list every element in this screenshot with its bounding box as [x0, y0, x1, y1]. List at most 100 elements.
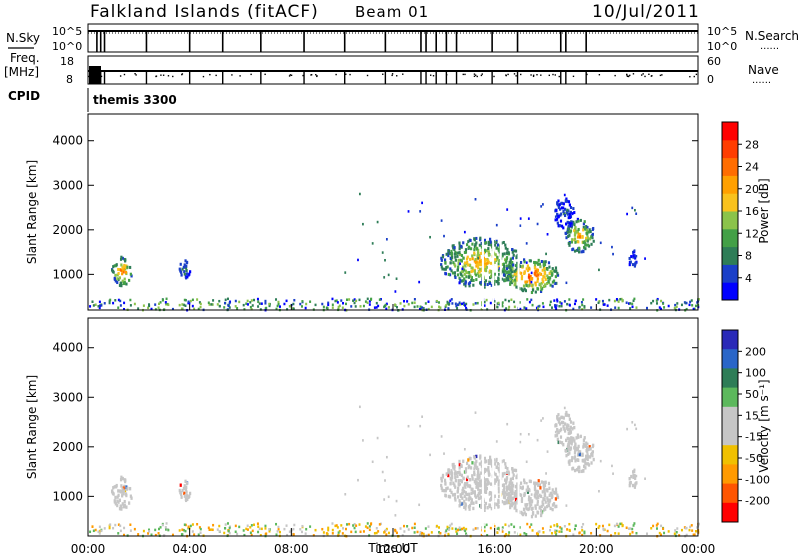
- velocity-cell: [441, 488, 444, 493]
- power-cell: [234, 305, 237, 308]
- power-cell: [552, 279, 556, 283]
- power-cell: [484, 279, 488, 283]
- velocity-cell: [584, 462, 588, 466]
- velocity-cell: [522, 478, 526, 482]
- power-cell: [590, 235, 593, 239]
- velocity-cell: [645, 532, 648, 535]
- power-cell: [354, 305, 357, 308]
- power-cell: [629, 307, 632, 310]
- nave-point: [382, 73, 384, 75]
- velocity-cell: [527, 497, 531, 502]
- power-cell: [465, 257, 469, 261]
- velocity-cell: [614, 532, 617, 535]
- velocity-cell: [602, 528, 605, 532]
- velocity-cell: [514, 492, 518, 496]
- velocity-cell: [125, 485, 128, 489]
- velocity-cell: [528, 525, 531, 529]
- velocity-cell: [440, 483, 443, 488]
- power-cell: [223, 301, 226, 305]
- velocity-cell: [577, 465, 581, 470]
- power-cell: [455, 304, 458, 308]
- power-cell: [150, 307, 153, 311]
- power-cell: [513, 305, 516, 309]
- power-cell: [458, 244, 461, 248]
- power-cell: [184, 304, 187, 307]
- velocity-cell: [513, 491, 516, 496]
- velocity-cell: [150, 533, 153, 537]
- velocity-cell: [583, 531, 586, 535]
- velocity-cell: [373, 532, 376, 535]
- velocity-cell: [285, 524, 288, 527]
- power-cell: [526, 269, 530, 273]
- velocity-cell: [590, 531, 593, 535]
- velocity-cell: [451, 463, 454, 467]
- power-cell: [157, 302, 160, 306]
- power-cell: [584, 227, 587, 231]
- velocity-cell: [92, 529, 95, 533]
- power-cell: [580, 250, 583, 254]
- velocity-cell: [530, 514, 534, 519]
- power-cell: [660, 299, 663, 303]
- power-cell: [385, 302, 388, 306]
- velocity-cell: [112, 526, 115, 530]
- power-cell: [288, 305, 291, 308]
- velocity-colorbar-swatch: [722, 349, 738, 369]
- velocity-cell: [468, 507, 471, 511]
- power-cell: [123, 307, 126, 311]
- power-cell: [494, 253, 497, 257]
- nave-point: [480, 74, 483, 77]
- power-cell: [464, 304, 467, 307]
- velocity-cell: [495, 502, 498, 507]
- velocity-cell: [123, 499, 126, 504]
- power-cell: [562, 210, 565, 214]
- velocity-cell: [476, 493, 480, 498]
- power-cell: [474, 197, 477, 201]
- power-cell: [554, 215, 557, 218]
- time-xtick-label: 04:00: [172, 542, 207, 554]
- power-cell: [538, 304, 541, 308]
- power-cell: [183, 263, 186, 267]
- power-cell: [516, 275, 519, 279]
- power-cell: [629, 260, 632, 264]
- power-cell: [207, 301, 210, 304]
- velocity-cell: [276, 530, 279, 533]
- nave-point: [290, 74, 293, 76]
- power-cell: [501, 254, 504, 258]
- power-cell: [368, 303, 371, 306]
- power-cell: [535, 274, 538, 278]
- power-cell: [511, 267, 514, 271]
- freq-label: Freq.: [10, 51, 40, 65]
- velocity-cell: [483, 529, 486, 533]
- velocity-cell: [157, 527, 160, 531]
- power-cell: [689, 300, 692, 304]
- velocity-cell: [506, 499, 509, 503]
- velocity-cell: [113, 485, 116, 489]
- power-cell: [421, 201, 424, 205]
- power-cell: [574, 299, 577, 303]
- velocity-cell: [585, 445, 589, 450]
- velocity-cell: [628, 477, 631, 481]
- power-cell: [546, 274, 549, 278]
- velocity-cell: [478, 492, 481, 496]
- velocity-cell: [159, 526, 162, 529]
- velocity-cell: [471, 477, 474, 481]
- velocity-cell: [493, 524, 496, 528]
- power-cell: [560, 212, 563, 216]
- power-cell: [443, 234, 445, 238]
- velocity-cell: [595, 522, 598, 526]
- velocity-cell: [189, 491, 192, 496]
- velocity-cell: [470, 501, 473, 505]
- velocity-cell: [475, 459, 478, 464]
- power-cell: [183, 298, 186, 302]
- power-cell: [530, 280, 533, 284]
- power-cell: [505, 256, 509, 260]
- velocity-cell: [608, 523, 611, 527]
- velocity-cell: [474, 478, 477, 482]
- velocity-cell: [121, 494, 124, 498]
- power-cell: [277, 302, 280, 306]
- velocity-cell: [489, 459, 492, 463]
- power-cell: [171, 307, 174, 311]
- velocity-cell: [454, 485, 457, 489]
- velocity-cell: [531, 506, 534, 511]
- velocity-cell: [184, 523, 187, 527]
